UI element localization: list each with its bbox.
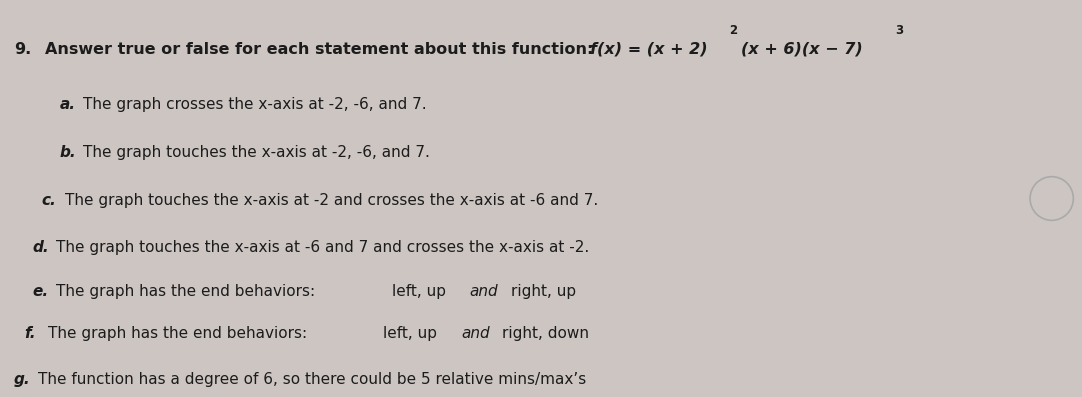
Text: e.: e. — [32, 284, 49, 299]
Text: The graph has the end behaviors:: The graph has the end behaviors: — [56, 284, 315, 299]
Text: The graph touches the x-axis at -2 and crosses the x-axis at -6 and 7.: The graph touches the x-axis at -2 and c… — [65, 193, 598, 208]
Text: 9.: 9. — [14, 42, 31, 57]
Text: The graph crosses the x-axis at -2, -6, and 7.: The graph crosses the x-axis at -2, -6, … — [83, 97, 427, 112]
Text: The graph has the end behaviors:: The graph has the end behaviors: — [48, 326, 306, 341]
Text: right, down: right, down — [502, 326, 589, 341]
Text: b.: b. — [60, 145, 76, 160]
Text: f.: f. — [24, 326, 36, 341]
Text: Answer true or false for each statement about this function:: Answer true or false for each statement … — [45, 42, 594, 57]
Text: and: and — [470, 284, 498, 299]
Text: f(x) = (x + 2): f(x) = (x + 2) — [590, 42, 708, 57]
Text: d.: d. — [32, 240, 49, 255]
Text: a.: a. — [60, 97, 76, 112]
Text: right, up: right, up — [511, 284, 576, 299]
Text: The graph touches the x-axis at -6 and 7 and crosses the x-axis at -2.: The graph touches the x-axis at -6 and 7… — [56, 240, 590, 255]
Text: 2: 2 — [729, 24, 738, 37]
Text: The graph touches the x-axis at -2, -6, and 7.: The graph touches the x-axis at -2, -6, … — [83, 145, 431, 160]
Text: The function has a degree of 6, so there could be 5 relative mins/max’s: The function has a degree of 6, so there… — [38, 372, 586, 387]
Text: and: and — [461, 326, 489, 341]
Text: g.: g. — [14, 372, 30, 387]
Text: left, up: left, up — [383, 326, 437, 341]
Text: left, up: left, up — [392, 284, 446, 299]
Text: (x + 6)(x − 7): (x + 6)(x − 7) — [741, 42, 863, 57]
Text: c.: c. — [41, 193, 56, 208]
Text: 3: 3 — [895, 24, 903, 37]
